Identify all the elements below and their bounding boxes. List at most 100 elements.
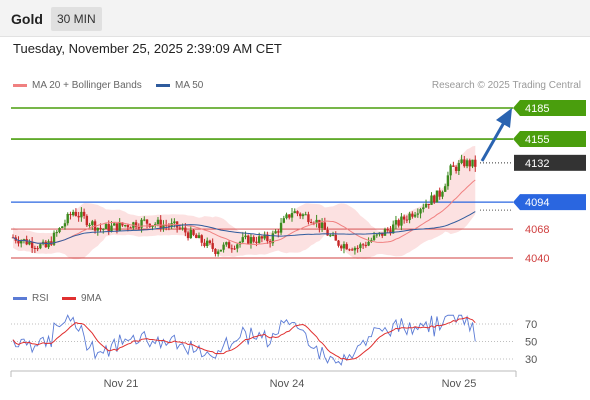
candle-body (413, 214, 417, 217)
candle-body (195, 234, 198, 239)
candle-body (299, 213, 302, 217)
candle-body (392, 224, 395, 234)
candle-body (301, 214, 305, 217)
candle-body (134, 222, 138, 228)
candle-body (20, 240, 23, 244)
candle-body (107, 224, 110, 232)
candle-body (277, 231, 280, 233)
candle-body (225, 242, 228, 245)
candle-body (315, 219, 318, 223)
candle-body (96, 227, 99, 231)
candle-body (61, 226, 64, 228)
candle-body (422, 207, 425, 210)
candle-body (353, 247, 357, 251)
candle-body (17, 240, 20, 244)
candle-body (25, 239, 28, 245)
candle-body (208, 240, 212, 244)
candle-body (137, 227, 141, 229)
candle-body (178, 227, 182, 229)
candle-body (318, 219, 321, 229)
timestamp: Tuesday, November 25, 2025 2:39:09 AM CE… (13, 41, 282, 56)
candle-body (260, 236, 264, 239)
current-price-tag (514, 154, 586, 171)
candle-body (197, 235, 201, 239)
candle-body (167, 225, 171, 227)
candle-body (457, 163, 461, 172)
candle-body (55, 232, 58, 234)
legend-9ma: 9MA (62, 293, 102, 304)
candle-body (233, 248, 236, 250)
candle-body (74, 211, 78, 216)
candle-body (348, 249, 351, 251)
candle-body (474, 159, 477, 167)
candle-body (30, 241, 34, 248)
candle-body (400, 216, 403, 226)
candle-body (159, 219, 162, 229)
candle-body (28, 241, 31, 245)
legend-ma50-swatch (156, 83, 170, 87)
candle-body (419, 209, 422, 214)
legend-ma20-swatch (13, 83, 27, 87)
candle-body (126, 225, 130, 228)
candle-body (471, 159, 474, 167)
candle-body (350, 249, 354, 251)
candle-body (452, 165, 455, 167)
candle-body (104, 224, 108, 229)
candle-body (44, 241, 48, 248)
candle-body (71, 211, 75, 216)
candle-body (435, 190, 439, 203)
candle-body (80, 211, 83, 218)
candle-body (331, 234, 335, 236)
candle-body (219, 249, 223, 252)
candle-body (296, 211, 299, 214)
x-tick-nov24: Nov 24 (270, 378, 305, 390)
candle-body (115, 223, 119, 231)
candle-body (386, 229, 389, 231)
ma20-line (12, 179, 476, 246)
legend-rsi-label: RSI (32, 293, 49, 304)
candle-body (446, 175, 450, 187)
candle-body (113, 223, 116, 226)
candle-body (123, 225, 127, 227)
resistance-tag-4185 (513, 100, 586, 116)
candle-body (140, 219, 143, 228)
candle-body (192, 230, 195, 235)
candle-body (189, 230, 192, 239)
candle-body (63, 223, 67, 227)
candle-body (345, 244, 348, 250)
top-bar: Gold 30 MIN (0, 0, 590, 37)
candle-body (118, 222, 121, 231)
candle-body (58, 227, 61, 233)
candle-body (375, 234, 378, 236)
level-label-4094: 4094 (525, 197, 549, 209)
candle-body (304, 214, 307, 216)
candle-body (129, 227, 132, 229)
candle-body (293, 211, 296, 214)
candle-body (359, 244, 362, 249)
candle-body (282, 218, 285, 223)
level-label-4068: 4068 (525, 224, 549, 236)
candle-body (307, 214, 310, 223)
candle-body (381, 232, 384, 236)
candle-body (33, 247, 37, 249)
candle-body (427, 203, 430, 205)
candle-body (271, 233, 275, 244)
rsi-line (12, 314, 476, 366)
candle-body (449, 165, 452, 176)
candle-body (244, 235, 247, 238)
candle-body (279, 222, 283, 233)
candle-body (162, 224, 165, 229)
candle-body (247, 235, 250, 244)
timeframe-badge[interactable]: 30 MIN (51, 7, 102, 31)
candle-body (230, 248, 234, 250)
candle-body (397, 220, 400, 226)
candle-body (394, 220, 398, 225)
candle-body (323, 222, 327, 230)
legend-ma20-label: MA 20 + Bollinger Bands (32, 80, 142, 91)
candle-body (227, 242, 231, 249)
candle-body (460, 159, 463, 164)
rsi-level-label-50: 50 (525, 337, 537, 349)
candle-body (389, 230, 392, 234)
candle-body (99, 227, 102, 230)
